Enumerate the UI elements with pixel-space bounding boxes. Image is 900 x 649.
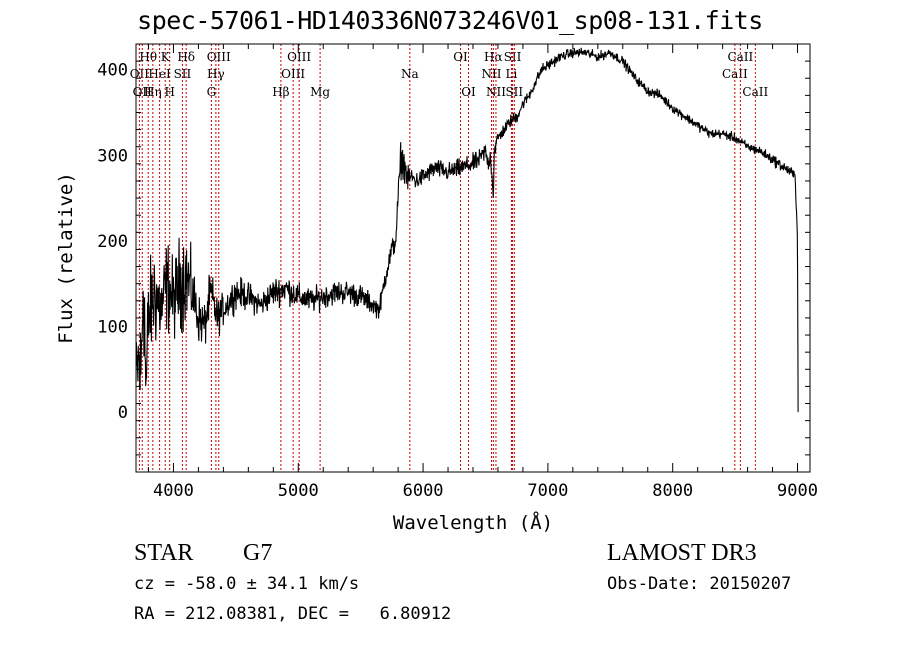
line-marker-label: OI [453, 50, 468, 64]
line-marker-label: CaII [742, 85, 768, 99]
x-tick-label: 7000 [527, 481, 568, 501]
line-marker-label: OI [461, 85, 476, 99]
x-tick-label: 4000 [153, 481, 194, 501]
series-group [135, 47, 799, 413]
series-line-flux [135, 47, 799, 413]
line-marker-label: CaII [722, 67, 748, 81]
line-marker-label: K [161, 50, 171, 64]
line-marker-label: OIII [281, 67, 305, 81]
line-marker-label: SII [505, 85, 523, 99]
survey-name: LAMOST DR3 [607, 540, 757, 566]
y-axis-label: Flux (relative) [55, 172, 77, 344]
line-marker-label: Li [506, 67, 518, 81]
coordinates-text: RA = 212.08381, DEC = 6.80912 [134, 604, 452, 624]
x-tick-label: 8000 [652, 481, 693, 501]
x-tick-label: 5000 [278, 481, 319, 501]
line-marker-label: Mg [310, 85, 330, 99]
axis-ticks: 4000 5000 6000 7000 8000 9000 0 100 200 300 400 [97, 44, 818, 501]
x-tick-label: 9000 [777, 481, 818, 501]
line-marker-label: Hθ [139, 50, 157, 64]
subclass: G7 [243, 540, 273, 566]
line-marker-label: Hα [484, 50, 503, 64]
line-marker-label: Na [401, 67, 419, 81]
x-axis-label: Wavelength (Å) [393, 511, 553, 534]
line-markers: OIIOIIHθHηHeIKHSIIHδGHγOIIIHβOIIIOIIIMgN… [130, 44, 768, 472]
y-tick-label: 300 [97, 146, 128, 166]
line-marker-label: G [207, 85, 217, 99]
object-type: STAR [134, 540, 194, 566]
line-marker-label: NII [481, 67, 501, 81]
line-marker-label: OIII [287, 50, 311, 64]
y-tick-label: 400 [97, 61, 128, 81]
line-marker-label: Hδ [177, 50, 195, 64]
line-marker-label: NII [486, 85, 506, 99]
line-marker-label: Hγ [207, 67, 225, 81]
line-marker-label: OIII [207, 50, 231, 64]
line-marker-label: H [164, 85, 174, 99]
obs-date: Obs-Date: 20150207 [607, 574, 792, 594]
redshift-text: cz = -58.0 ± 34.1 km/s [134, 574, 360, 594]
y-tick-label: 200 [97, 232, 128, 252]
x-tick-label: 6000 [403, 481, 444, 501]
line-marker-label: SII [174, 67, 192, 81]
chart-title: spec-57061-HD140336N073246V01_sp08-131.f… [137, 6, 763, 35]
y-tick-label: 0 [118, 403, 128, 423]
line-marker-label: HeI [148, 67, 171, 81]
line-marker-label: CaII [727, 50, 753, 64]
line-marker-label: Hβ [272, 85, 289, 99]
plot-frame [135, 43, 811, 473]
line-marker-label: OII [130, 67, 150, 81]
y-tick-label: 100 [97, 317, 128, 337]
line-marker-label: SII [504, 50, 522, 64]
line-marker-label: Hη [144, 85, 162, 99]
